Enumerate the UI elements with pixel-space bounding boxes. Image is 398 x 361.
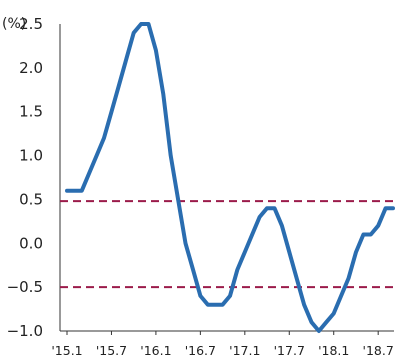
x-tick-label: '17.7	[274, 343, 305, 358]
y-tick-label: 2.5	[19, 15, 43, 33]
y-unit-label: (%)	[2, 16, 26, 32]
x-tick-label: '15.1	[51, 343, 82, 358]
y-tick-label: −1.0	[7, 322, 43, 340]
x-tick-label: '15.7	[96, 343, 127, 358]
x-tick-label: '16.7	[185, 343, 216, 358]
series-layer	[65, 22, 395, 333]
y-tick-label: 1.5	[19, 103, 43, 121]
series-line	[65, 22, 395, 333]
x-tick-label: '16.1	[140, 343, 171, 358]
y-tick-label: 0.0	[19, 234, 43, 252]
y-tick-label: −0.5	[7, 278, 43, 296]
x-tick-label: '18.7	[363, 343, 394, 358]
y-ticks: −1.0 −0.5 0.0 0.5 1.0 1.5 2.0 2.5	[7, 15, 43, 340]
x-tick-label: '17.1	[229, 343, 260, 358]
reference-lines	[60, 200, 394, 289]
x-tick-label: '18.1	[318, 343, 349, 358]
y-tick-label: 1.0	[19, 147, 43, 165]
x-ticks: '15.1 '15.7 '16.1 '16.7 '17.1 '17.7 '18.1 '18.7	[51, 331, 394, 358]
y-tick-label: 0.5	[19, 190, 43, 208]
y-tick-label: 2.0	[19, 59, 43, 77]
